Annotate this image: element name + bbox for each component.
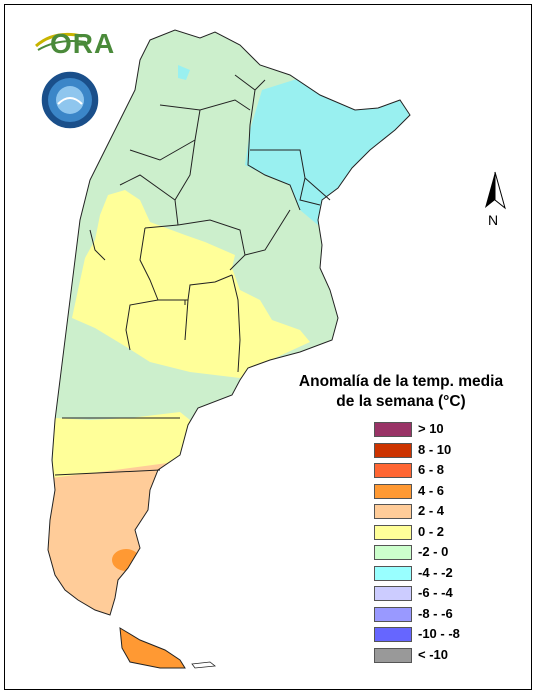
argentina-outline xyxy=(47,29,411,616)
legend-list: > 10 8 - 10 6 - 8 4 - 6 2 - 4 0 - 2 -2 - 0 -4 -… xyxy=(374,419,494,665)
legend-swatch xyxy=(374,586,412,601)
legend-item: -10 - -8 xyxy=(374,624,494,645)
legend-swatch xyxy=(374,627,412,642)
legend-label: -4 - -2 xyxy=(418,564,453,580)
legend-label: < -10 xyxy=(418,646,448,662)
legend-item: -6 - -4 xyxy=(374,583,494,604)
legend-label: 2 - 4 xyxy=(418,503,445,518)
region-tierra-del-fuego xyxy=(119,627,186,669)
north-arrow-icon xyxy=(485,171,506,210)
region-cyan-northeast xyxy=(245,78,410,225)
legend-item: < -10 xyxy=(374,645,494,666)
smn-seal-icon xyxy=(40,70,100,130)
legend-swatch xyxy=(374,606,412,622)
legend-label: -6 - -4 xyxy=(418,585,453,600)
legend-item: 4 - 6 xyxy=(374,481,494,502)
legend-swatch xyxy=(374,504,412,519)
legend-swatch xyxy=(374,483,412,499)
ora-swoosh-icon xyxy=(35,32,87,51)
ora-logo-text: ORA xyxy=(50,28,116,59)
legend-label: -10 - -8 xyxy=(418,626,460,641)
legend-label: 4 - 6 xyxy=(418,482,445,498)
legend-swatch xyxy=(374,545,412,560)
north-label: N xyxy=(488,212,499,228)
legend-swatch xyxy=(374,422,412,437)
province-boundaries xyxy=(54,74,331,476)
legend-item: > 10 xyxy=(374,419,494,440)
legend-swatch xyxy=(374,524,412,540)
region-orange-blob xyxy=(112,549,140,571)
legend-title-line2: de la semana (°C) xyxy=(336,393,466,410)
legend: Anomalía de la temp. media de la semana … xyxy=(296,372,506,663)
legend-item: -2 - 0 xyxy=(374,542,494,563)
legend-label: -8 - -6 xyxy=(418,605,453,621)
legend-item: -4 - -2 xyxy=(374,563,494,584)
legend-swatch xyxy=(374,442,412,458)
region-yellow-center xyxy=(72,190,310,378)
legend-swatch xyxy=(374,463,412,478)
region-peach-patagonia xyxy=(48,462,175,615)
legend-label: > 10 xyxy=(418,421,444,436)
legend-label: 8 - 10 xyxy=(418,441,452,457)
legend-item: 6 - 8 xyxy=(374,460,494,481)
legend-label: 6 - 8 xyxy=(418,462,445,477)
ora-logo: ORA xyxy=(34,26,114,60)
legend-item: 2 - 4 xyxy=(374,501,494,522)
legend-swatch xyxy=(374,647,412,663)
legend-item: -8 - -6 xyxy=(374,604,494,625)
legend-swatch xyxy=(374,565,412,581)
legend-title-line1: Anomalía de la temp. media xyxy=(298,373,504,390)
isla-estados xyxy=(191,661,217,669)
region-yellow-north-patagonia xyxy=(52,412,190,478)
region-cyan-north xyxy=(178,65,190,80)
legend-item: 8 - 10 xyxy=(374,440,494,461)
legend-label: 0 - 2 xyxy=(418,523,445,539)
legend-label: -2 - 0 xyxy=(418,544,449,559)
legend-item: 0 - 2 xyxy=(374,522,494,543)
region-green-west xyxy=(62,330,190,420)
